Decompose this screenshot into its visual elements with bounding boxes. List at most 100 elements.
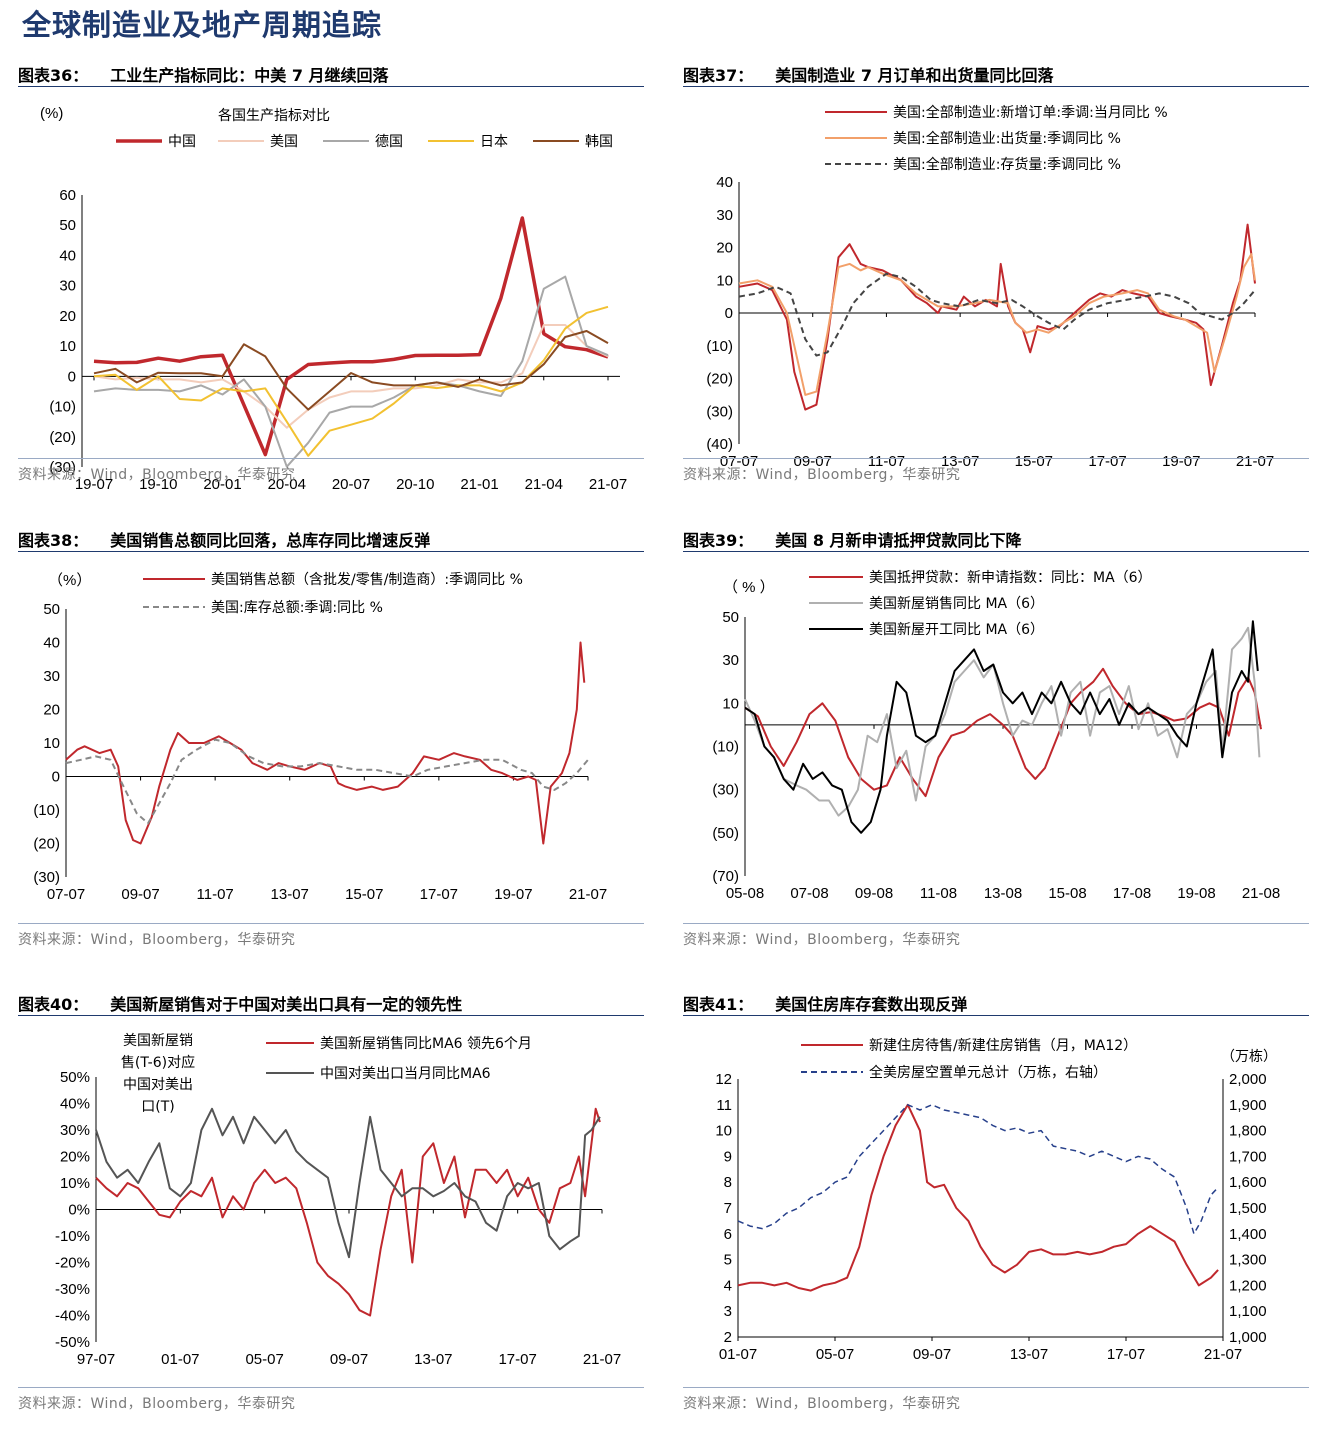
series-line-2 (737, 1104, 1219, 1235)
chart-title-38: 图表38： 美国销售总额同比回落，总库存同比增速反弹 (18, 531, 431, 550)
y-tick-label: 5 (724, 1252, 732, 1269)
y-tick-label: 50 (59, 217, 76, 234)
x-tick-label: 21-07 (589, 476, 627, 493)
legend-label-3: 美国新屋开工同比 MA（6） (869, 622, 1044, 638)
series-line-1 (737, 1103, 1219, 1292)
x-tick-label: 09-07 (913, 1346, 951, 1363)
y-tick-label: 8 (724, 1174, 732, 1191)
source-note: 资料来源：Wind，Bloomberg，华泰研究 (18, 467, 296, 483)
x-tick-label: 09-07 (121, 886, 159, 903)
x-tick-label: 13-07 (1010, 1346, 1048, 1363)
x-tick-label: 19-07 (75, 476, 113, 493)
title-rule (683, 86, 1309, 87)
chart-panel-37: 图表37： 美国制造业 7 月订单和出货量同比回落 40 30 20 10 0 (10) (2… (683, 62, 1309, 483)
y-tick-label: (10) (712, 739, 739, 756)
y-tick-label: 11 (716, 1097, 732, 1114)
x-tick-label: 19-07 (1162, 453, 1200, 470)
x-tick-label: 97-07 (77, 1351, 115, 1368)
y-tick-label: 40 (59, 247, 76, 264)
x-tick-label: 09-07 (794, 453, 832, 470)
x-tick-label: 20-07 (332, 476, 370, 493)
legend-label-2: 中国对美出口当月同比MA6 (320, 1066, 491, 1082)
y-tick-label: 0% (68, 1202, 90, 1219)
y-tick-label: 12 (715, 1071, 732, 1088)
x-tick-label: 11-08 (920, 885, 957, 902)
chart-title-40: 图表40： 美国新屋销售对于中国对美出口具有一定的领先性 (18, 995, 463, 1014)
left-axis-label-line: 美国新屋销 (123, 1033, 193, 1049)
y-tick-label-right: 1,900 (1229, 1097, 1267, 1114)
x-tick-label: 17-07 (498, 1351, 536, 1368)
y-tick-label: 60 (59, 187, 76, 204)
y-tick-label: -30% (55, 1281, 90, 1298)
x-tick-label: 20-10 (396, 476, 434, 493)
chart-panel-41: 图表41： 美国住房库存套数出现反弹 12 11 10 9 8 7 6 5 4 3 2 2,000 1,9… (683, 991, 1309, 1421)
x-tick-label: 05-07 (816, 1346, 854, 1363)
y-tick-label: (70) (712, 868, 739, 885)
x-tick-label: 09-07 (330, 1351, 368, 1368)
x-tick-label: 15-07 (345, 886, 383, 903)
chart-38: （%） 50 40 30 20 10 0 (10) (20) (30)07-07 09-07 11-0… (33, 572, 607, 903)
x-tick-label: 21-08 (1242, 885, 1280, 902)
title-rule (18, 86, 644, 87)
y-tick-label: 20 (59, 308, 76, 325)
source-note: 资料来源：Wind，Bloomberg，华泰研究 (18, 1396, 296, 1412)
y-tick-label: 10 (43, 735, 60, 752)
chart-41: 12 11 10 9 8 7 6 5 4 3 2 2,000 1,900 1,800 1,700 1,600 1… (715, 1038, 1277, 1363)
x-tick-label: 21-01 (460, 476, 498, 493)
x-tick-label: 01-07 (719, 1346, 757, 1363)
chart-panel-40: 图表40： 美国新屋销售对于中国对美出口具有一定的领先性 50% 40% 30% 20%… (18, 991, 644, 1421)
x-tick-label: 21-07 (583, 1351, 621, 1368)
series-line-2 (93, 324, 609, 429)
x-tick-label: 17-07 (420, 886, 458, 903)
y-tick-label: 10% (60, 1175, 90, 1192)
left-axis-label-line: 售(T-6)对应 (121, 1054, 195, 1071)
legend-label-1: 新建住房待售/新建住房销售（月，MA12） (869, 1038, 1137, 1054)
x-tick-label: 07-07 (47, 886, 85, 903)
legend-label-1: 美国抵押贷款：新申请指数：同比：MA（6） (869, 570, 1152, 586)
y-tick-label: 10 (722, 695, 739, 712)
y-tick-label: 30 (722, 652, 739, 669)
y-tick-label-right: 2,000 (1229, 1071, 1267, 1088)
y-tick-label-right: 1,000 (1229, 1329, 1267, 1346)
x-tick-label: 13-07 (941, 453, 979, 470)
x-tick-label: 17-07 (1088, 453, 1126, 470)
chart-title-41: 图表41： 美国住房库存套数出现反弹 (683, 995, 968, 1014)
x-tick-label: 05-08 (726, 885, 764, 902)
source-rule (18, 1387, 644, 1388)
x-tick-label: 19-08 (1177, 885, 1215, 902)
series-line-2 (65, 738, 589, 825)
series-line-3 (744, 620, 1259, 834)
legend-label-2: 全美房屋空置单元总计（万栋，右轴） (869, 1064, 1107, 1081)
y-tick-label: -50% (55, 1334, 90, 1351)
y-tick-label: 7 (724, 1200, 732, 1217)
source-rule (18, 458, 644, 459)
x-tick-label: 21-04 (525, 476, 563, 493)
x-tick-label: 17-07 (1107, 1346, 1145, 1363)
x-tick-label: 07-08 (790, 885, 828, 902)
y-tick-label: 10 (716, 272, 733, 289)
chart-panel-38: 图表38： 美国销售总额同比回落，总库存同比增速反弹 （%） 50 40 30 20 10 0… (18, 527, 644, 948)
y-tick-label-right: 1,500 (1229, 1200, 1267, 1217)
y-tick-label: 30% (60, 1122, 90, 1139)
source-rule (18, 923, 644, 924)
y-tick-label: 6 (724, 1226, 732, 1243)
chart-37: 40 30 20 10 0 (10) (20) (30) (40)07-07 09-07 11-07… (706, 104, 1274, 470)
y-tick-label: 4 (724, 1277, 732, 1294)
y-tick-label: 3 (724, 1303, 732, 1320)
chart-title-37: 图表37： 美国制造业 7 月订单和出货量同比回落 (683, 66, 1054, 85)
x-tick-label: 13-07 (271, 886, 309, 903)
y-tick-label: 20 (716, 240, 733, 257)
legend-label-3: 美国:全部制造业:存货量:季调同比 % (893, 156, 1121, 173)
source-rule (683, 1387, 1309, 1388)
y-tick-label-right: 1,400 (1229, 1226, 1267, 1243)
series-line-5 (93, 330, 609, 411)
right-unit-label: （万栋） (1221, 1048, 1277, 1065)
legend-label-2: 美国新屋销售同比 MA（6） (869, 596, 1044, 612)
y-tick-label-right: 1,200 (1229, 1277, 1267, 1294)
y-tick-label: 9 (724, 1148, 732, 1165)
x-tick-label: 20-01 (203, 476, 241, 493)
x-tick-label: 15-07 (1015, 453, 1053, 470)
source-rule (683, 923, 1309, 924)
series-line-1 (95, 1107, 601, 1317)
y-tick-label: -10% (55, 1228, 90, 1245)
